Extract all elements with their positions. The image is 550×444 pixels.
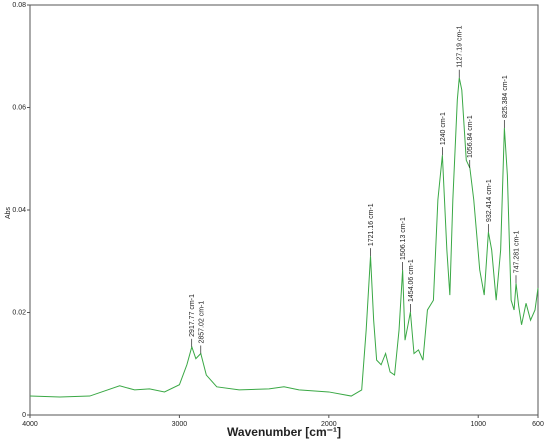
y-tick-label: 0.02: [12, 310, 26, 317]
peak-label: 1127.19 cm-1: [457, 25, 464, 67]
y-tick-label: 0: [22, 412, 26, 419]
x-tick-label: 3000: [172, 421, 188, 428]
y-tick-label: 0.06: [12, 105, 26, 112]
x-axis-label: Wavenumber [cm⁻¹]: [227, 425, 341, 439]
x-tick-label: 2000: [321, 421, 337, 428]
y-tick-label: 0.08: [12, 2, 26, 9]
peak-label: 1056.84 cm-1: [467, 115, 474, 158]
peak-label: 1240 cm-1: [440, 112, 447, 145]
spectrum-line: [29, 77, 539, 398]
x-tick-label: 4000: [22, 421, 38, 428]
peak-label: 1721.16 cm-1: [368, 203, 375, 246]
y-tick-label: 0.04: [12, 207, 26, 214]
x-tick-label: 600: [532, 421, 544, 428]
peak-label: 932.414 cm-1: [486, 179, 493, 222]
x-tick-label: 1000: [470, 421, 486, 428]
peak-label: 1506.13 cm-1: [400, 217, 407, 260]
peak-label: 1454.06 cm-1: [408, 259, 415, 302]
peak-label: 2917.77 cm-1: [189, 294, 196, 337]
peak-label: 747.281 cm-1: [513, 230, 520, 273]
y-axis-label: Abs: [5, 206, 12, 219]
peak-label: 2857.02 cm-1: [198, 301, 205, 344]
peak-label: 825.384 cm-1: [502, 75, 509, 118]
